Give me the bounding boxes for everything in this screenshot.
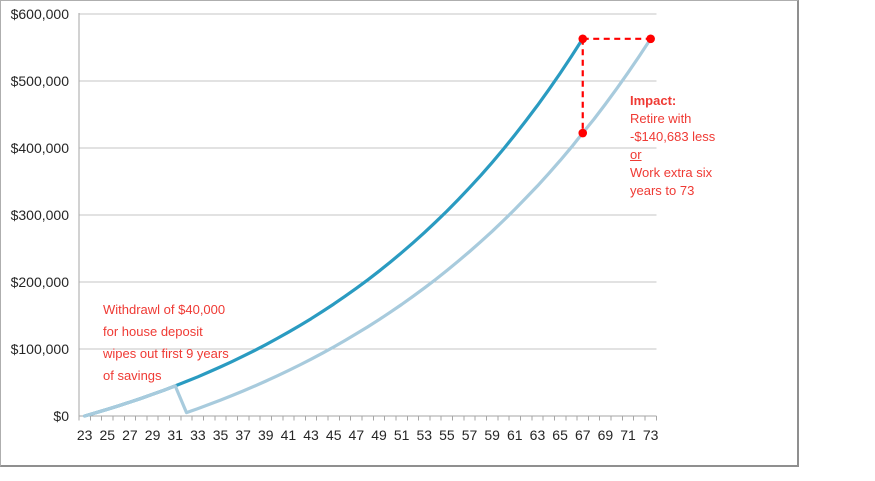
- x-axis-label: 29: [145, 427, 161, 443]
- impact-marker-dot: [578, 128, 588, 138]
- y-axis-label: $200,000: [11, 274, 70, 290]
- impact-marker-dot: [578, 34, 588, 44]
- impact-annotation-line: years to 73: [630, 183, 695, 198]
- x-axis-label: 33: [190, 427, 206, 443]
- x-axis-label: 49: [371, 427, 387, 443]
- x-axis-label: 31: [167, 427, 183, 443]
- x-axis-label: 51: [394, 427, 410, 443]
- x-axis-label: 55: [439, 427, 455, 443]
- x-axis-label: 57: [462, 427, 478, 443]
- impact-annotation-line: Work extra six: [630, 165, 713, 180]
- impact-annotation-or: or: [630, 147, 642, 162]
- x-axis-label: 25: [100, 427, 116, 443]
- x-axis-label: 71: [620, 427, 636, 443]
- x-axis-label: 37: [235, 427, 251, 443]
- chart-frame: $600,000 $500,000 $400,000 $300,000 $200,000…: [0, 0, 799, 467]
- withdrawal-annotation: Withdrawl of $40,000 for house deposit w…: [103, 299, 229, 387]
- x-axis-label: 63: [530, 427, 546, 443]
- withdrawal-annotation-line: of savings: [103, 368, 162, 383]
- y-axis-label: $600,000: [11, 6, 70, 22]
- y-axis-label: $0: [53, 408, 69, 424]
- savings-line-chart: $600,000 $500,000 $400,000 $300,000 $200,000…: [11, 6, 659, 443]
- y-axis-label: $300,000: [11, 207, 70, 223]
- x-axis-label: 67: [575, 427, 591, 443]
- x-axis-label: 65: [552, 427, 568, 443]
- y-axis-label: $400,000: [11, 140, 70, 156]
- withdrawal-annotation-line: Withdrawl of $40,000: [103, 302, 226, 317]
- impact-annotation: Impact: Retire with -$140,683 less or Wo…: [630, 92, 715, 200]
- x-axis-label: 23: [77, 427, 93, 443]
- x-axis-label: 39: [258, 427, 274, 443]
- x-axis-label: 61: [507, 427, 523, 443]
- withdrawal-annotation-line: for house deposit: [103, 324, 203, 339]
- x-axis-label: 27: [122, 427, 138, 443]
- savings-after-withdrawal-curve: [83, 37, 653, 418]
- x-axis-label: 73: [643, 427, 659, 443]
- x-axis-label: 41: [281, 427, 297, 443]
- x-axis-label: 69: [598, 427, 614, 443]
- x-axis-label: 35: [213, 427, 229, 443]
- x-axis-label: 45: [326, 427, 342, 443]
- impact-annotation-line: Retire with: [630, 111, 692, 126]
- impact-annotation-line: -$140,683 less: [630, 129, 716, 144]
- y-axis-label: $500,000: [11, 73, 70, 89]
- x-axis-label: 53: [416, 427, 432, 443]
- impact-annotation-title: Impact:: [630, 93, 677, 108]
- withdrawal-annotation-line: wipes out first 9 years: [103, 346, 229, 361]
- x-axis-label: 43: [303, 427, 319, 443]
- impact-marker-dot: [646, 34, 655, 44]
- y-axis-label: $100,000: [11, 341, 70, 357]
- x-axis-label: 47: [349, 427, 365, 443]
- x-axis-label: 59: [484, 427, 500, 443]
